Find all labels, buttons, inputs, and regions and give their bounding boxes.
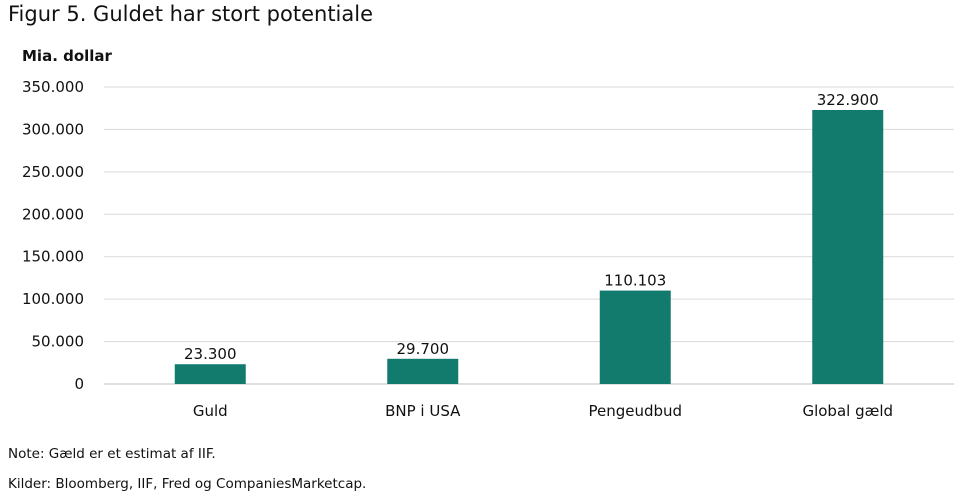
y-tick-label: 250.000 xyxy=(22,163,84,181)
chart-sources: Kilder: Bloomberg, IIF, Fred og Companie… xyxy=(8,476,367,492)
x-tick-label: Guld xyxy=(193,402,228,420)
chart-note: Note: Gæld er et estimat af IIF. xyxy=(8,446,216,462)
x-tick-label: Global gæld xyxy=(802,402,893,420)
y-axis-unit-label: Mia. dollar xyxy=(22,47,112,65)
y-tick-label: 350.000 xyxy=(22,78,84,96)
y-tick-label: 0 xyxy=(74,375,84,393)
y-tick-label: 150.000 xyxy=(22,248,84,266)
y-tick-label: 50.000 xyxy=(32,333,85,351)
x-tick-label: BNP i USA xyxy=(385,402,461,420)
bar xyxy=(812,109,884,385)
y-tick-label: 300.000 xyxy=(22,120,84,138)
bar xyxy=(387,358,459,384)
bar-value-label: 23.300 xyxy=(184,345,237,363)
chart-title: Figur 5. Guldet har stort potentiale xyxy=(8,2,374,26)
bar xyxy=(174,364,246,384)
bar-value-label: 29.700 xyxy=(397,340,450,358)
bar-value-label: 110.103 xyxy=(604,272,666,290)
y-tick-label: 100.000 xyxy=(22,290,84,308)
x-tick-label: Pengeudbud xyxy=(588,402,682,420)
bar xyxy=(599,290,671,384)
y-tick-label: 200.000 xyxy=(22,205,84,223)
bar-value-label: 322.900 xyxy=(817,91,879,109)
